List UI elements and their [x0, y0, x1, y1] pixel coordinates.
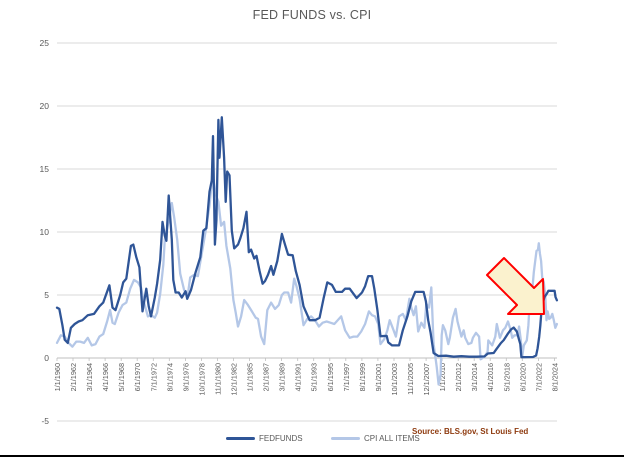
- fedfunds-legend-label: FEDFUNDS: [259, 434, 303, 443]
- cpi-line-swatch: [331, 437, 360, 440]
- y-tick-label: 0: [44, 353, 49, 363]
- x-tick-label: 12/1/1982: [230, 363, 239, 395]
- y-tick-label: 10: [40, 227, 50, 237]
- x-tick-label: 5/1/2018: [502, 363, 511, 391]
- x-tick-label: 2/1/1962: [69, 363, 78, 391]
- x-tick-label: 4/1/2016: [486, 363, 495, 391]
- x-tick-label: 1/1/1985: [246, 363, 255, 391]
- y-tick-label: 20: [40, 101, 50, 111]
- x-tick-label: 7/1/2022: [534, 363, 543, 391]
- x-tick-label: 8/1/1999: [358, 363, 367, 391]
- x-tick-label: 3/1/2014: [470, 363, 479, 391]
- y-tick-label: 15: [40, 164, 50, 174]
- x-tick-label: 7/1/1997: [342, 363, 351, 391]
- cpi-legend-label: CPI ALL ITEMS: [364, 434, 420, 443]
- y-tick-label: -5: [41, 416, 49, 426]
- y-tick-label: 25: [40, 38, 50, 48]
- legend-item-cpi: CPI ALL ITEMS: [331, 434, 420, 443]
- x-tick-label: 10/1/2003: [390, 363, 399, 395]
- x-tick-label: 2/1/1987: [262, 363, 271, 391]
- x-tick-label: 8/1/2024: [550, 363, 559, 391]
- chart-title: FED FUNDS vs. CPI: [252, 8, 372, 22]
- x-tick-label: 11/1/2005: [406, 363, 415, 395]
- highlight-arrow: [486, 257, 545, 315]
- x-tick-label: 3/1/1964: [85, 363, 94, 391]
- fedfunds-line: [55, 116, 559, 359]
- x-tick-label: 6/1/2020: [518, 363, 527, 391]
- x-tick-label: 4/1/1991: [294, 363, 303, 391]
- cpi-line: [55, 172, 559, 386]
- x-tick-label: 4/1/1966: [101, 363, 110, 391]
- x-tick-label: 3/1/1989: [278, 363, 287, 391]
- fedfunds-line-swatch: [226, 437, 255, 440]
- bottom-border-line: [0, 455, 624, 457]
- x-tick-label: 5/1/1993: [310, 363, 319, 391]
- legend-item-fedfunds: FEDFUNDS: [226, 434, 303, 443]
- x-tick-label: 6/1/1995: [326, 363, 335, 391]
- x-tick-label: 9/1/1976: [181, 363, 190, 391]
- x-tick-label: 12/1/2007: [422, 363, 431, 395]
- x-tick-label: 8/1/1974: [165, 363, 174, 391]
- x-tick-label: 1/1/2010: [438, 363, 447, 391]
- x-tick-label: 2/1/2012: [454, 363, 463, 391]
- x-tick-label: 11/1/1980: [214, 363, 223, 395]
- x-tick-label: 1/1/1960: [53, 363, 62, 391]
- x-tick-label: 9/1/2001: [374, 363, 383, 391]
- x-tick-label: 5/1/1968: [117, 363, 126, 391]
- x-tick-label: 7/1/1972: [149, 363, 158, 391]
- source-note: Source: BLS.gov, St Louis Fed: [412, 427, 529, 436]
- x-tick-label: 6/1/1970: [133, 363, 142, 391]
- y-tick-label: 5: [44, 290, 49, 300]
- x-tick-label: 10/1/1978: [197, 363, 206, 395]
